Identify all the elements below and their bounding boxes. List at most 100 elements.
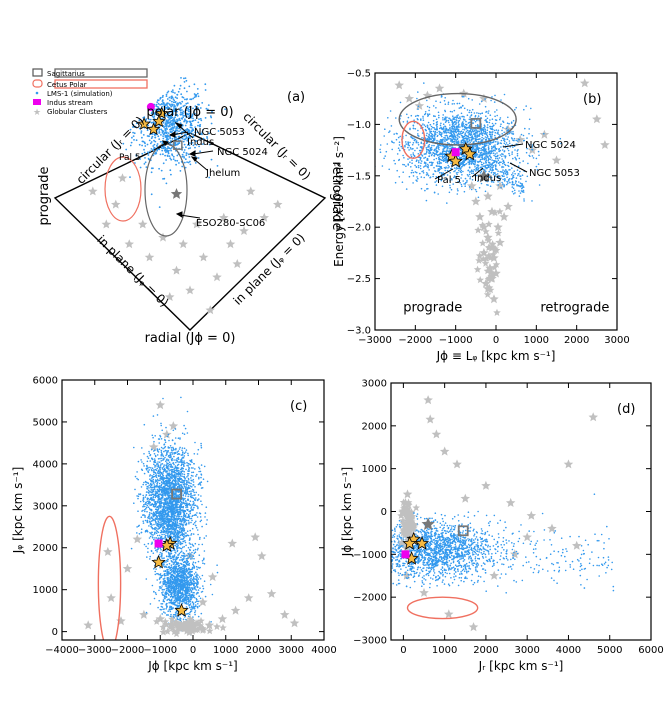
lms-point [180,541,182,543]
lms-point [429,138,431,140]
lms-point [384,128,386,130]
lms-point [163,102,165,104]
lms-point [502,183,504,185]
lms-point [528,128,530,130]
lms-point [193,492,195,494]
lms-point [183,536,185,538]
lms-point [407,120,409,122]
lms-point [176,160,178,162]
lms-point [182,541,184,543]
lms-point [509,155,511,157]
lms-point [149,502,151,504]
lms-point [476,168,478,170]
lms-point [414,150,416,152]
indus-marker [452,148,460,156]
lms-point [171,120,173,122]
lms-point [193,497,195,499]
lms-point [171,98,173,100]
lms-point [153,415,155,417]
lms-point [444,170,446,172]
lms-point [499,119,501,121]
lms-point [406,188,408,190]
lms-point [167,135,169,137]
lms-point [148,154,150,156]
lms-point [197,534,199,536]
lms-point [399,176,401,178]
lms-point [496,115,498,117]
lms-point [145,546,147,548]
lms-point [157,143,159,145]
lms-point [469,139,471,141]
lms-point [171,553,173,555]
lms-point [177,143,179,145]
lms-point [143,497,145,499]
lms-point [178,437,180,439]
lms-point [502,171,504,173]
lms-point [460,107,462,109]
lms-point [491,135,493,137]
lms-point [187,102,189,104]
lms-point [198,467,200,469]
lms-point [483,166,485,168]
lms-point [508,153,510,155]
lms-point [149,453,151,455]
lms-point [470,176,472,178]
lms-point [492,134,494,136]
lms-point [428,175,430,177]
label-retrograde: retrograde [540,300,609,315]
lms-point [500,146,502,148]
lms-point [500,123,502,125]
lms-point [514,192,516,194]
lms-point [449,124,451,126]
lms-point [487,121,489,123]
lms-point [425,126,427,128]
lms-point [435,107,437,109]
lms-point [511,122,513,124]
lms-point [465,121,467,123]
lms-point [469,161,471,163]
lms-point [409,142,411,144]
lms-point [526,152,528,154]
lms-point [495,160,497,162]
lms-point [176,155,178,157]
lms-point [169,169,171,171]
lms-point [487,124,489,126]
lms-point [462,142,464,144]
lms-point [457,129,459,131]
lms-point [391,125,393,127]
lms-point [386,151,388,153]
lms-point [501,175,503,177]
lms-point [164,133,166,135]
lms-point [399,150,401,152]
lms-point [471,161,473,163]
lms-point [198,449,200,451]
y-tick-label: −1.5 [347,171,371,182]
lms-point [195,525,197,527]
lms-point [383,135,385,137]
lms-point [190,522,192,524]
lms-point [507,172,509,174]
panel-label-a: (a) [287,90,305,105]
lms-point [460,172,462,174]
lms-point [181,101,183,103]
lms-point [435,171,437,173]
lms-point [507,122,509,124]
lms-point [175,128,177,130]
lms-point [143,134,145,136]
lms-point [161,458,163,460]
lms-point [461,135,463,137]
lms-point [487,160,489,162]
lms-point [485,149,487,151]
lms-point [445,166,447,168]
lms-point [184,87,186,89]
lms-point [436,165,438,167]
lms-point [481,137,483,139]
lms-point [442,139,444,141]
lms-point [438,115,440,117]
lms-point [514,149,516,151]
lms-point [165,159,167,161]
lms-point [429,113,431,115]
lms-point [184,474,186,476]
lms-point [205,89,207,91]
lms-point [159,206,161,208]
